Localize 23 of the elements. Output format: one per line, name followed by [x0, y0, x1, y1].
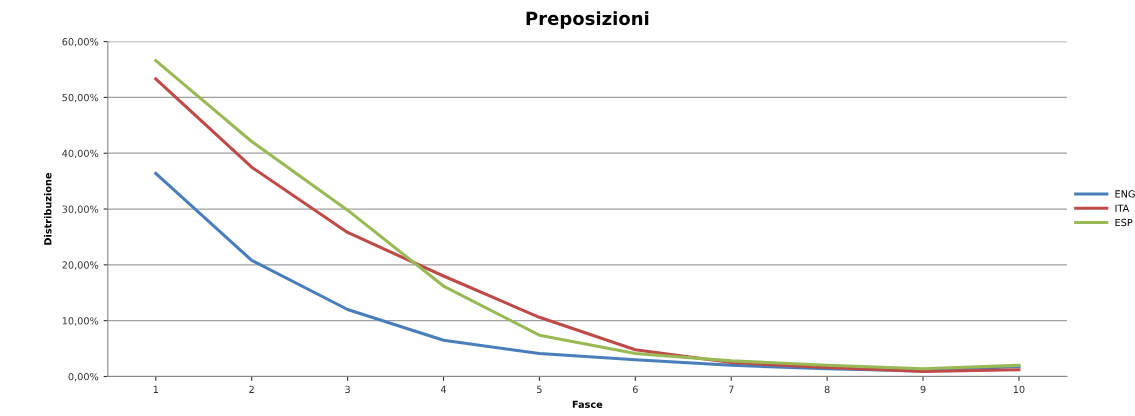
x-tick-label: 6 [632, 385, 638, 394]
y-tick-label: 30,00% [62, 205, 99, 214]
x-tick-label: 9 [920, 385, 926, 394]
y-tick-label: 40,00% [62, 149, 99, 159]
legend-label: ITA [1115, 204, 1130, 212]
chart-title: Preposizioni [526, 11, 649, 29]
x-tick-label: 5 [537, 385, 542, 394]
x-axis-title: Fasce [572, 400, 603, 408]
y-tick-label: 20,00% [62, 261, 99, 270]
x-tick-label: 4 [440, 385, 447, 393]
y-tick-label: 50,00% [62, 93, 99, 103]
y-tick-label: 60,00% [62, 38, 99, 47]
x-tick-label: 1 [153, 385, 158, 393]
x-tick-label: 10 [1013, 385, 1025, 394]
legend-label: ENG [1115, 190, 1135, 198]
x-tick-label: 3 [345, 385, 350, 394]
y-axis-title: Distribuzione [43, 173, 52, 245]
legend-label: ESP [1115, 218, 1133, 227]
y-tick-label: 10,00% [62, 317, 99, 326]
x-tick-label: 7 [728, 385, 734, 393]
y-tick-label: 0,00% [68, 372, 99, 382]
x-tick-label: 2 [249, 385, 254, 393]
x-tick-label: 8 [824, 385, 830, 394]
